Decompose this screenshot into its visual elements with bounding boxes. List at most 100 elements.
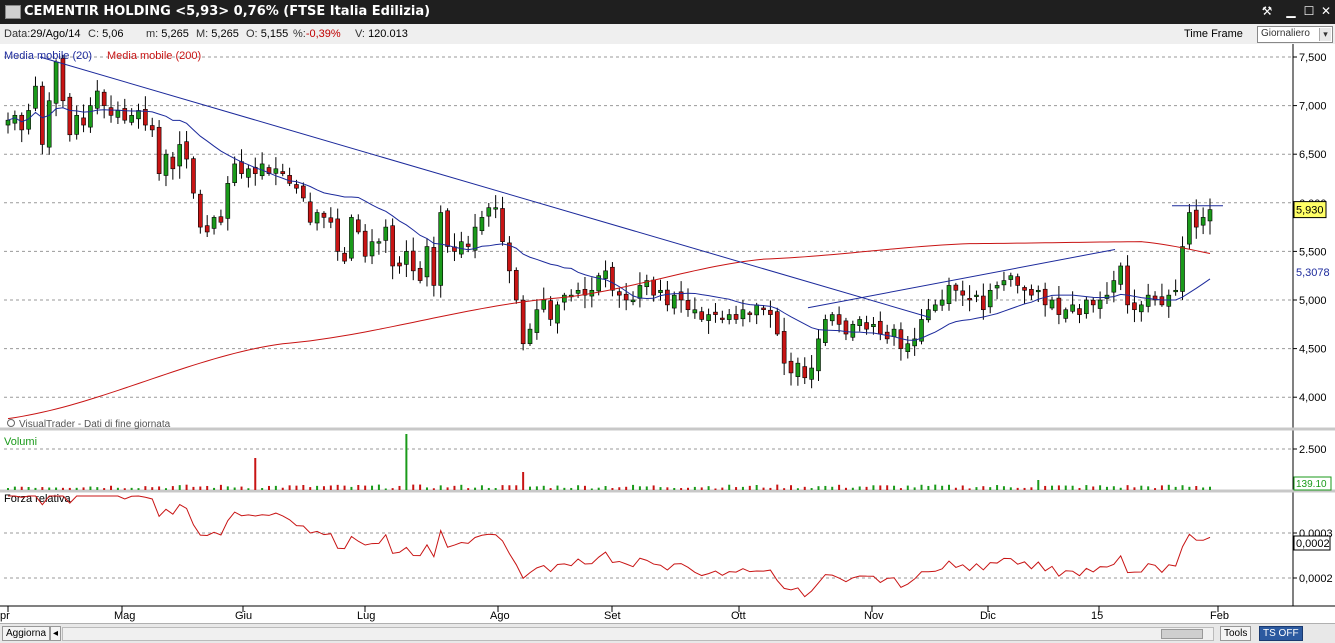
candle-body bbox=[1015, 276, 1020, 286]
info-date: Data:29/Ago/14 bbox=[4, 28, 81, 40]
bottom-bar: Aggiorna ◂ Tools TS OFF bbox=[0, 623, 1335, 643]
candle-body bbox=[507, 242, 512, 272]
time-tick-label: Ott bbox=[731, 610, 746, 622]
candle-body bbox=[225, 183, 231, 219]
trendline-up[interactable] bbox=[807, 248, 1116, 309]
candle-body bbox=[987, 289, 993, 308]
candle-body bbox=[294, 184, 299, 189]
candle-body bbox=[12, 115, 18, 124]
candle-body bbox=[733, 314, 739, 320]
candle-body bbox=[617, 291, 622, 296]
candle-body bbox=[410, 250, 416, 272]
candle-body bbox=[562, 294, 567, 303]
volume-tick-label: 2.500 bbox=[1299, 444, 1327, 456]
candle-body bbox=[163, 153, 169, 176]
candle-body bbox=[754, 304, 759, 316]
price-tick-label: 4,000 bbox=[1299, 392, 1327, 404]
trendline-down[interactable] bbox=[39, 56, 931, 318]
volume-title: Volumi bbox=[4, 436, 37, 448]
candle-body bbox=[1029, 289, 1034, 296]
candle-body bbox=[761, 307, 766, 311]
candle-body bbox=[94, 90, 100, 109]
copyright-icon bbox=[7, 419, 15, 427]
candle-body bbox=[1166, 294, 1172, 307]
ma200-line bbox=[7, 241, 1211, 420]
horizontal-scrollbar[interactable] bbox=[62, 627, 1214, 641]
candle-body bbox=[919, 319, 924, 342]
time-tick-label: Mag bbox=[114, 610, 135, 622]
candle-body bbox=[53, 61, 59, 104]
candle-body bbox=[1070, 304, 1075, 312]
candle-body bbox=[939, 299, 945, 306]
timeframe-select[interactable]: Giornaliero ▾ bbox=[1257, 26, 1333, 43]
maximize-icon[interactable]: ☐ bbox=[1303, 4, 1315, 18]
ts-toggle-button[interactable]: TS OFF bbox=[1259, 626, 1303, 641]
candle-body bbox=[802, 366, 808, 379]
candle-body bbox=[651, 279, 656, 296]
candle-body bbox=[1173, 289, 1178, 293]
candle-body bbox=[555, 304, 560, 324]
candle-body bbox=[198, 193, 203, 228]
candle-body bbox=[191, 158, 196, 194]
candle-body bbox=[301, 185, 306, 199]
candle-body bbox=[349, 217, 354, 259]
candle-body bbox=[857, 319, 863, 326]
candle-body bbox=[177, 144, 183, 167]
candle-body bbox=[486, 207, 492, 217]
candle-body bbox=[204, 225, 210, 233]
candle-body bbox=[623, 293, 629, 301]
scroll-left-icon[interactable]: ◂ bbox=[50, 626, 61, 641]
time-tick-label: Dic bbox=[980, 610, 996, 622]
candle-body bbox=[1111, 280, 1117, 293]
close-icon[interactable]: ✕ bbox=[1320, 4, 1332, 18]
candle-body bbox=[610, 266, 615, 291]
candle-body bbox=[376, 241, 382, 244]
candle-body bbox=[575, 289, 581, 294]
candle-body bbox=[383, 226, 389, 241]
candle-body bbox=[665, 289, 670, 306]
chart-area[interactable]: 7,5007,0006,5006,0005,5005,0004,5004,000… bbox=[0, 44, 1335, 623]
candle-body bbox=[397, 262, 402, 267]
price-axis-background bbox=[1293, 44, 1335, 623]
candle-body bbox=[1077, 308, 1082, 315]
refresh-button[interactable]: Aggiorna bbox=[2, 626, 51, 641]
candle-body bbox=[912, 338, 917, 347]
minimize-icon[interactable]: ▁ bbox=[1286, 4, 1296, 18]
candle-body bbox=[953, 284, 959, 291]
candle-body bbox=[431, 247, 437, 286]
candle-body bbox=[541, 299, 547, 310]
tools-button[interactable]: Tools bbox=[1220, 626, 1252, 641]
window-title: CEMENTIR HOLDING <5,93> 0,76% (FTSE Ital… bbox=[24, 4, 431, 19]
candle-body bbox=[843, 320, 849, 335]
timeframe-label: Time Frame bbox=[1184, 28, 1243, 40]
candle-body bbox=[1132, 302, 1137, 311]
scrollbar-thumb[interactable] bbox=[1161, 629, 1203, 639]
candle-body bbox=[60, 57, 66, 102]
candle-body bbox=[390, 225, 395, 267]
candle-body bbox=[1118, 265, 1124, 285]
legend-ma200: Media mobile (200) bbox=[107, 50, 201, 62]
candle-body bbox=[1022, 287, 1027, 291]
candle-body bbox=[726, 314, 732, 320]
candle-body bbox=[1049, 299, 1055, 309]
candle-body bbox=[362, 230, 368, 257]
candle-body bbox=[699, 311, 705, 320]
candle-body bbox=[287, 175, 292, 184]
candle-body bbox=[424, 246, 430, 278]
candle-body bbox=[246, 168, 251, 178]
candle-body bbox=[273, 168, 279, 174]
candle-body bbox=[994, 285, 1000, 289]
candle-body bbox=[596, 275, 601, 292]
candle-body bbox=[1159, 296, 1165, 306]
candle-body bbox=[46, 100, 52, 148]
info-max: M: 5,265 bbox=[196, 28, 239, 40]
candle-body bbox=[513, 270, 519, 301]
candle-body bbox=[342, 252, 347, 262]
candle-body bbox=[239, 161, 244, 174]
chevron-down-icon[interactable]: ▾ bbox=[1319, 28, 1331, 41]
candle-body bbox=[740, 309, 746, 320]
candle-body bbox=[1001, 280, 1007, 286]
candle-body bbox=[637, 285, 643, 299]
tools-icon[interactable]: ⚒ bbox=[1261, 4, 1273, 18]
candle-body bbox=[1097, 299, 1103, 309]
